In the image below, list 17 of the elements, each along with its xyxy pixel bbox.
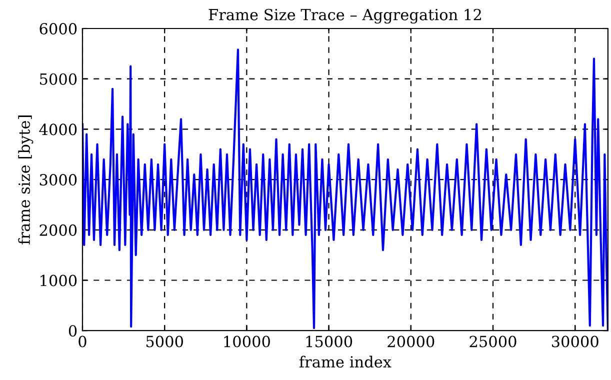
y-axis-title: frame size [byte] [18, 116, 34, 244]
x-axis-title: frame index [299, 356, 392, 368]
x-tick-label: 30000 [552, 336, 598, 348]
x-tick-label: 20000 [388, 336, 434, 348]
chart-title: Frame Size Trace – Aggregation 12 [208, 8, 481, 24]
y-tick-label: 2000 [40, 224, 77, 236]
x-tick-label: 10000 [224, 336, 270, 348]
y-tick-label: 6000 [40, 22, 77, 35]
y-tick-label: 4000 [39, 124, 77, 136]
y-tick-label: 3000 [40, 174, 77, 186]
x-tick-label: 25000 [470, 336, 516, 348]
x-tick-label: 15000 [306, 336, 352, 348]
y-tick-label: 0 [68, 325, 77, 337]
x-tick-label: 5000 [146, 336, 184, 348]
x-tick-label: 0 [78, 336, 86, 348]
y-tick-label: 1000 [40, 274, 77, 286]
y-tick-label: 5000 [40, 73, 77, 85]
